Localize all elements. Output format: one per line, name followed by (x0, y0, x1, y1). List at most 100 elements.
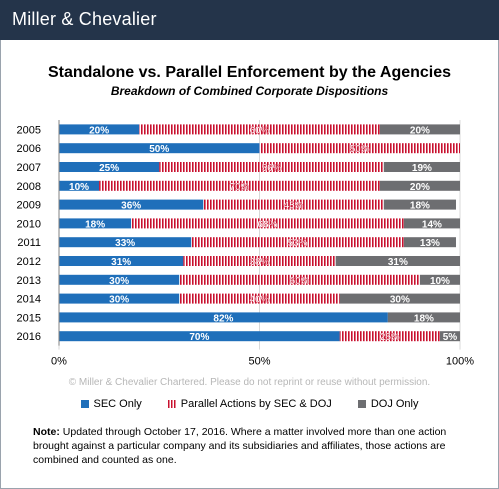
x-tick-label: 50% (248, 356, 270, 368)
bar-segment (59, 218, 132, 229)
y-tick-label: 2010 (17, 218, 41, 230)
data-label: 33% (115, 238, 135, 249)
data-label: 20% (89, 125, 109, 136)
data-label: 5% (443, 332, 458, 343)
legend-label-doj-only: DOJ Only (370, 398, 419, 410)
bar-segment (59, 162, 160, 172)
legend-swatch-doj-only (357, 400, 366, 408)
bar-segment (439, 331, 460, 342)
brand-logo-text: Miller & Chevalier (12, 9, 157, 29)
bar-segment (59, 199, 204, 210)
y-tick-label: 2006 (17, 143, 41, 155)
bar-segment (99, 180, 380, 191)
y-tick-label: 2008 (17, 181, 41, 193)
y-tick-label: 2015 (17, 312, 41, 324)
data-label: 40% (249, 295, 269, 306)
bar-segment (59, 124, 140, 135)
y-tick-label: 2009 (17, 200, 41, 212)
bar-segment (339, 331, 440, 342)
y-tick-label: 2016 (17, 331, 41, 343)
bar-segment (59, 312, 388, 323)
data-label: 56% (262, 163, 282, 174)
bar-segment (59, 293, 180, 304)
bar-segment (339, 293, 460, 304)
data-label: 31% (388, 257, 408, 268)
footnote-label: Note: (33, 426, 60, 438)
chart-title: Standalone vs. Parallel Enforcement by t… (47, 64, 452, 81)
header-bar: Miller & Chevalier (0, 0, 499, 40)
bar-segment (383, 162, 460, 172)
data-label: 18% (85, 219, 105, 230)
y-tick-label: 2012 (17, 256, 41, 268)
bar-segment (59, 143, 260, 154)
bar-segment (59, 274, 180, 285)
bar-segment (259, 143, 460, 154)
y-tick-label: 2005 (17, 124, 41, 136)
y-tick-label: 2011 (17, 237, 41, 249)
data-label: 20% (410, 125, 430, 136)
stacked-bar-chart: 20% 60% 20% 50% 50% 25% 56% 19% 10% 70% 20% 36% 45% 1… (17, 120, 474, 368)
bar-segment (403, 218, 460, 229)
y-tick-label: 2007 (17, 162, 41, 174)
legend-item-doj-only: DOJ Only (357, 398, 419, 410)
footnote: Note: Updated through October 17, 2016. … (33, 425, 478, 467)
x-tick-label: 0% (51, 356, 67, 368)
bar-segment (203, 199, 384, 210)
data-label: 60% (249, 125, 269, 136)
data-label: 53% (288, 238, 308, 249)
data-label: 18% (410, 201, 430, 212)
data-label: 10% (430, 276, 450, 287)
data-label: 13% (420, 238, 440, 249)
legend-swatch-sec-only (80, 400, 89, 408)
bar-segment (379, 124, 460, 135)
bar-segment (379, 180, 460, 191)
bar-segment (387, 312, 460, 323)
bar-segment (183, 256, 336, 266)
bar-segment (131, 218, 404, 229)
footnote-text: Updated through October 17, 2016. Where … (33, 426, 447, 466)
bar-segment (59, 180, 100, 191)
legend-item-parallel: Parallel Actions by SEC & DOJ (167, 398, 332, 410)
data-label: 50% (149, 144, 169, 155)
data-label: 30% (109, 295, 129, 306)
y-tick-label: 2013 (17, 275, 41, 287)
data-label: 30% (109, 276, 129, 287)
bar-segment (191, 237, 404, 248)
data-label: 36% (121, 201, 141, 212)
bar-segment (403, 237, 456, 248)
data-label: 25% (380, 332, 400, 343)
copyright-notice: © Miller & Chevalier Chartered. Please d… (68, 377, 431, 388)
data-label: 20% (410, 182, 430, 193)
data-label: 18% (414, 313, 434, 324)
chart-subtitle: Breakdown of Combined Corporate Disposit… (110, 84, 389, 98)
data-label: 25% (99, 163, 119, 174)
bar-segment (179, 274, 420, 285)
bar-segment (59, 331, 340, 342)
legend-item-sec-only: SEC Only (80, 398, 142, 410)
data-label: 10% (69, 182, 89, 193)
data-label: 31% (111, 257, 131, 268)
bar-segment (59, 256, 184, 266)
bar-segment (335, 256, 460, 266)
data-label: 19% (412, 163, 432, 174)
legend-label-sec-only: SEC Only (93, 398, 142, 410)
data-label: 14% (422, 219, 442, 230)
bar-segment (383, 199, 456, 210)
data-label: 30% (390, 295, 410, 306)
data-label: 70% (229, 182, 249, 193)
bar-segment (419, 274, 460, 285)
legend-swatch-parallel (167, 400, 176, 408)
data-label: 50% (350, 144, 370, 155)
data-label: 38% (249, 257, 269, 268)
data-label: 82% (213, 313, 233, 324)
data-label: 68% (258, 219, 278, 230)
data-label: 70% (189, 332, 209, 343)
chart-legend: SEC Only Parallel Actions by SEC & DOJ D… (0, 398, 499, 410)
data-label: 60% (290, 276, 310, 287)
legend-label-parallel: Parallel Actions by SEC & DOJ (180, 398, 332, 410)
bar-segment (179, 293, 340, 304)
bar-segment (59, 237, 192, 248)
bar-segment (159, 162, 384, 172)
bar-segment (139, 124, 380, 135)
x-tick-label: 100% (446, 356, 474, 368)
